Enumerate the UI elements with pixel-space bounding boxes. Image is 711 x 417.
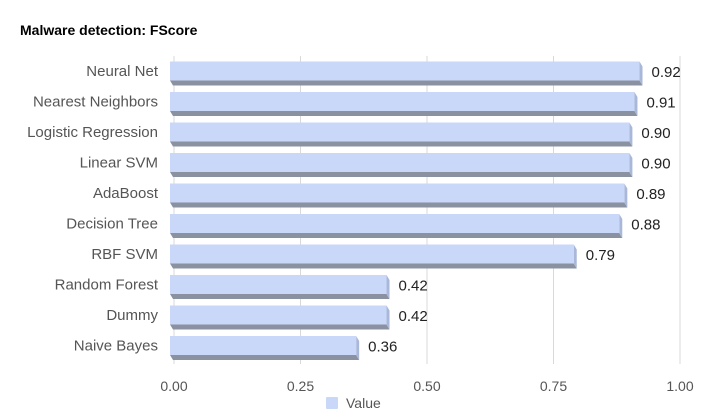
bar-naive-bayes[interactable] (170, 336, 360, 360)
bar-bottom-face (170, 324, 390, 330)
value-label-dummy: 0.42 (399, 308, 428, 325)
category-labels: Neural Net Nearest Neighbors Logistic Regr… (27, 63, 159, 355)
bar-front-face (170, 183, 625, 203)
value-label-random-forest: 0.42 (399, 278, 428, 295)
bar-bottom-face (170, 80, 643, 86)
category-label-rbf-svm: RBF SVM (91, 246, 158, 263)
value-label-logistic-regression: 0.90 (641, 125, 670, 142)
category-label-decision-tree: Decision Tree (66, 216, 158, 233)
x-tick-label-0-75: 0.75 (540, 378, 567, 394)
bar-side-face (624, 183, 628, 208)
bar-side-face (356, 336, 360, 360)
bar-nearest-neighbors[interactable] (170, 92, 638, 116)
x-tick-label-0-00: 0.00 (160, 378, 187, 394)
bar-front-face (170, 214, 620, 233)
bar-bottom-face (170, 172, 633, 177)
bar-front-face (170, 275, 387, 294)
bar-dummy[interactable] (170, 305, 390, 330)
value-label-decision-tree: 0.88 (631, 217, 660, 234)
bar-front-face (170, 61, 640, 81)
value-label-neural-net: 0.92 (652, 64, 681, 81)
bar-bottom-face (170, 233, 623, 238)
bar-front-face (170, 305, 387, 325)
bar-bottom-face (170, 355, 360, 360)
x-axis-tick-labels: 0.00 0.25 0.50 0.75 1.00 (160, 378, 693, 394)
bar-bottom-face (170, 202, 628, 208)
legend[interactable]: Value (326, 395, 381, 411)
bar-bottom-face (170, 263, 577, 269)
legend-label-value[interactable]: Value (346, 395, 381, 411)
bar-bottom-face (170, 111, 638, 116)
category-label-dummy: Dummy (106, 307, 158, 324)
bar-side-face (629, 153, 633, 177)
value-label-nearest-neighbors: 0.91 (646, 95, 675, 112)
category-label-nearest-neighbors: Nearest Neighbors (33, 94, 158, 111)
bar-decision-tree[interactable] (170, 214, 623, 238)
bar-front-face (170, 336, 357, 355)
bar-front-face (170, 122, 630, 142)
bar-front-face (170, 153, 630, 172)
bar-side-face (639, 61, 643, 86)
x-tick-label-0-50: 0.50 (413, 378, 440, 394)
category-label-logistic-regression: Logistic Regression (27, 124, 158, 141)
bar-bottom-face (170, 294, 390, 299)
bar-side-face (386, 305, 390, 330)
value-label-naive-bayes: 0.36 (368, 339, 397, 356)
category-label-linear-svm: Linear SVM (80, 155, 158, 172)
bars (170, 61, 643, 360)
value-label-linear-svm: 0.90 (641, 156, 670, 173)
bar-logistic-regression[interactable] (170, 122, 633, 147)
bar-side-face (619, 214, 623, 238)
value-label-rbf-svm: 0.79 (586, 247, 615, 264)
bar-random-forest[interactable] (170, 275, 390, 299)
bar-neural-net[interactable] (170, 61, 643, 86)
bar-side-face (634, 92, 638, 116)
value-label-adaboost: 0.89 (636, 186, 665, 203)
category-label-neural-net: Neural Net (86, 63, 159, 80)
bar-side-face (629, 122, 633, 147)
bar-front-face (170, 92, 635, 111)
bar-rbf-svm[interactable] (170, 244, 577, 269)
x-tick-label-1-00: 1.00 (666, 378, 693, 394)
bar-front-face (170, 244, 574, 264)
legend-swatch-value[interactable] (326, 397, 338, 409)
x-tick-label-0-25: 0.25 (287, 378, 314, 394)
bar-side-face (573, 244, 577, 269)
bar-bottom-face (170, 141, 633, 147)
value-labels: 0.920.910.900.900.890.880.790.420.420.36 (368, 64, 681, 356)
bar-linear-svm[interactable] (170, 153, 633, 177)
bar-side-face (386, 275, 390, 299)
category-label-adaboost: AdaBoost (93, 185, 159, 202)
category-label-naive-bayes: Naive Bayes (74, 338, 158, 355)
bar-adaboost[interactable] (170, 183, 628, 208)
category-label-random-forest: Random Forest (55, 277, 159, 294)
chart-title: Malware detection: FScore (20, 22, 198, 38)
